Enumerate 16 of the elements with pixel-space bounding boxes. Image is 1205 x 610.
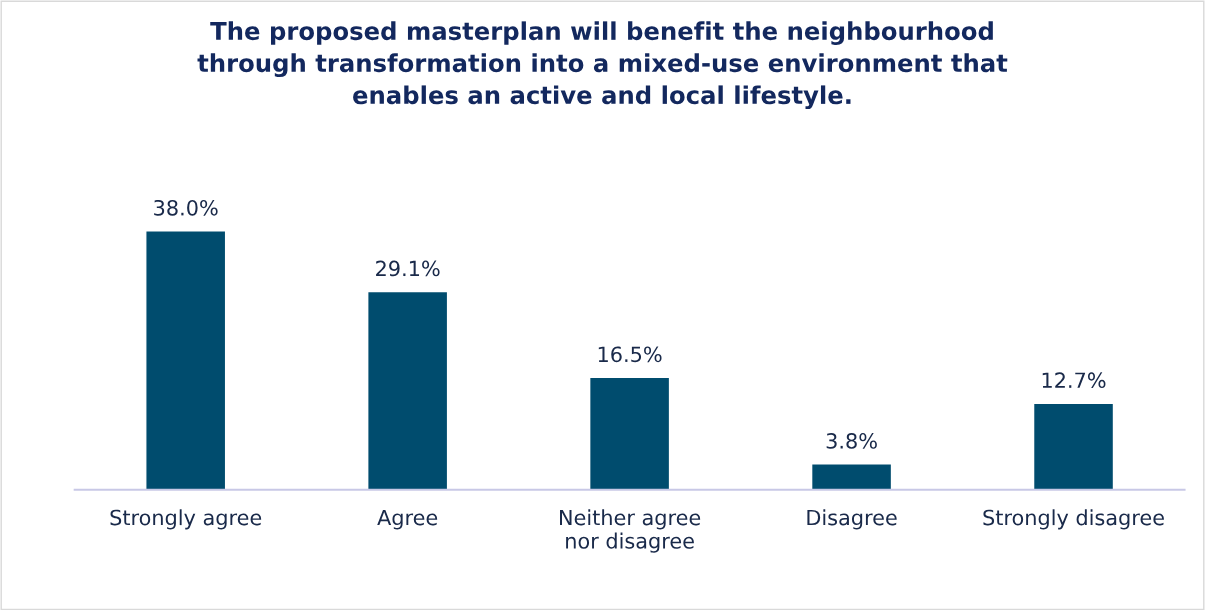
bar (145, 230, 227, 490)
bar (810, 463, 893, 490)
x-tick-label: Strongly disagree (983, 509, 1164, 530)
x-tick-label: Agree (377, 509, 438, 530)
bar (588, 376, 671, 490)
data-label: 12.7% (1042, 372, 1106, 389)
bar (1032, 402, 1115, 490)
data-label: 3.8% (826, 433, 877, 449)
x-tick-label: Strongly agree (110, 509, 262, 530)
x-tick-label: Neither agree nor disagree (560, 509, 701, 553)
data-label: 38.0% (154, 199, 218, 216)
x-tick-label: Disagree (807, 509, 897, 530)
bar (367, 290, 449, 490)
data-label: 29.1% (376, 260, 440, 277)
data-label: 16.5% (598, 346, 662, 363)
chart-title: The proposed masterplan will benefit the neighbourhood through transformation into a mixed-use environment that enables an active and local lifestyle. (197, 21, 1008, 110)
